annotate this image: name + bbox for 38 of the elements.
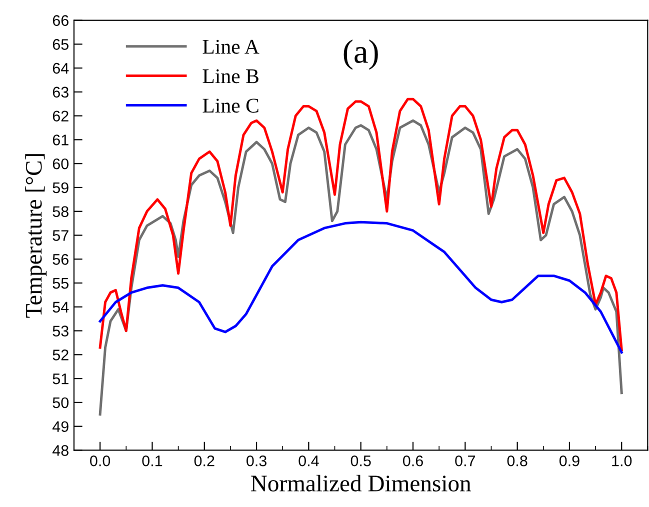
x-tick-label: 1.0 [612,455,632,466]
y-tick-label: 50 [52,397,69,408]
x-tick-label: 0.7 [455,455,476,466]
legend-label: Line B [202,69,258,84]
y-tick-label: 57 [52,230,68,241]
y-tick-label: 65 [52,39,68,50]
x-tick-label: 0.3 [246,455,266,466]
x-tick-label: 0.8 [507,455,528,466]
y-tick-label: 63 [52,86,68,98]
y-tick-label: 58 [52,206,68,218]
y-tick-label: 55 [52,278,68,289]
y-tick-label: 48 [52,445,68,456]
y-tick-label: 53 [52,326,68,336]
x-tick-label: 0.2 [194,455,214,466]
y-tick-label: 54 [52,302,69,313]
x-tick-label: 0.4 [298,455,319,466]
x-tick-label: 0.1 [142,455,162,466]
y-tick-label: 62 [52,110,68,122]
y-tick-label: 49 [52,421,68,432]
y-tick-label: 59 [52,182,68,194]
y-axis-title: Temperature [°C] [25,154,47,318]
legend-label: Line A [202,40,260,54]
legend-label: Line C [202,98,258,113]
y-tick-label: 56 [52,254,68,265]
annotation: (a) [344,40,378,70]
line-series [98,220,623,354]
x-tick-label: 0.9 [559,455,580,466]
y-tick-label: 52 [52,350,68,360]
y-tick-label: 64 [52,62,69,74]
x-axis-title: Normalized Dimension [251,474,471,492]
y-tick-label: 60 [52,158,69,170]
x-tick-label: 0.5 [350,455,371,466]
x-tick-label: 0.0 [90,455,110,466]
y-tick-label: 51 [52,374,68,384]
y-tick-label: 61 [52,134,68,146]
line-series [98,98,623,352]
x-tick-label: 0.6 [402,455,423,466]
y-tick-label: 66 [52,15,68,26]
